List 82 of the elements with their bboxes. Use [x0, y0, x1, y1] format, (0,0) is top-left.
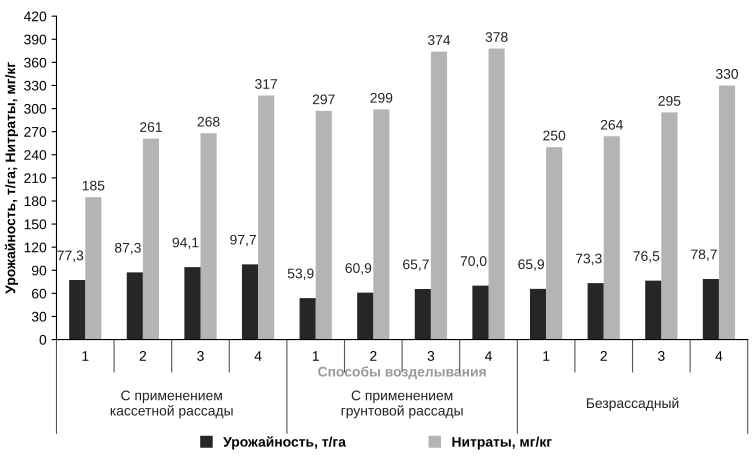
- data-label: 374: [428, 35, 450, 45]
- y-tick-label: 90: [32, 266, 46, 276]
- y-tick-label: 120: [24, 242, 46, 252]
- bar: [316, 110, 332, 340]
- bar: [661, 112, 678, 340]
- bar: [373, 109, 390, 340]
- x-tick-label: 2: [140, 351, 146, 361]
- x-tick-label: 4: [254, 351, 262, 361]
- x-tick-label: 3: [658, 351, 665, 361]
- data-label: 297: [312, 94, 335, 104]
- y-tick-label: 150: [24, 219, 46, 230]
- legend-label: Нитраты, мг/кг: [452, 436, 552, 450]
- bar: [414, 288, 431, 340]
- bar: [142, 138, 160, 340]
- x-axis-title: Способы возделывания: [318, 366, 486, 380]
- data-label: 317: [255, 79, 278, 89]
- text: С применением кассетной рассады: [110, 390, 233, 418]
- data-label: 65,7: [403, 259, 429, 271]
- x-tick-label: 3: [428, 351, 434, 361]
- data-label: 65,9: [518, 259, 544, 271]
- bar: [85, 197, 102, 340]
- bar: [645, 280, 662, 340]
- y-tick-label: 180: [24, 196, 46, 206]
- bar: [69, 280, 86, 340]
- data-label: 264: [600, 120, 623, 130]
- data-label: 378: [486, 32, 508, 42]
- text: С применением грунтовой рассады: [342, 390, 463, 418]
- data-label: 261: [140, 122, 162, 132]
- y-axis-title: Урожайность, т/га; Нитраты, мг/кг: [4, 62, 18, 294]
- data-label: 268: [198, 116, 220, 127]
- bar: [357, 292, 374, 340]
- bar: [488, 48, 505, 340]
- y-tick-label: 270: [24, 127, 46, 137]
- bar: [258, 95, 274, 340]
- x-tick-label: 2: [600, 351, 607, 361]
- y-tick-label: 420: [24, 12, 46, 22]
- bar: [472, 286, 489, 340]
- bar: [546, 147, 562, 340]
- x-tick-label: 3: [197, 351, 204, 361]
- y-tick-label: 210: [24, 173, 46, 184]
- bar: [430, 52, 448, 340]
- bar: [184, 267, 200, 340]
- data-label: 330: [716, 69, 738, 79]
- legend-label: Урожайность, т/га: [223, 436, 346, 450]
- data-label: 299: [370, 92, 392, 103]
- data-label: 97,7: [230, 234, 256, 246]
- data-label: 185: [82, 180, 104, 191]
- bar: [530, 288, 546, 340]
- bar: [604, 136, 620, 340]
- bar: [242, 264, 258, 340]
- x-tick-label: 1: [543, 351, 550, 361]
- y-tick-label: 390: [24, 34, 46, 44]
- y-tick-label: 300: [24, 104, 46, 114]
- bar: [300, 298, 316, 340]
- data-label: 87,3: [114, 242, 141, 254]
- text: Безрассадный: [586, 398, 678, 411]
- bar: [718, 85, 736, 340]
- bar: [200, 133, 217, 340]
- data-label: 78,7: [691, 249, 717, 261]
- data-label: 73,3: [576, 254, 602, 266]
- x-tick-label: 4: [715, 351, 722, 361]
- bar: [702, 278, 719, 340]
- data-label: 60,9: [346, 263, 372, 275]
- x-tick-label: 1: [82, 351, 88, 361]
- x-tick-label: 1: [312, 351, 319, 361]
- y-tick-label: 60: [32, 288, 46, 299]
- y-tick-label: 330: [24, 80, 46, 91]
- y-tick-label: 30: [32, 312, 46, 322]
- x-tick-label: 2: [370, 351, 376, 361]
- bar: [588, 283, 604, 340]
- bar: [126, 272, 143, 340]
- y-tick-label: 0: [40, 334, 46, 345]
- data-label: 250: [543, 130, 566, 140]
- y-tick-label: 360: [24, 58, 46, 68]
- data-label: 53,9: [288, 268, 314, 280]
- data-label: 70,0: [460, 256, 487, 268]
- x-tick-label: 4: [484, 351, 492, 361]
- y-tick-label: 240: [24, 150, 46, 160]
- data-label: 94,1: [172, 238, 198, 250]
- data-label: 76,5: [634, 251, 660, 263]
- data-label: 295: [658, 96, 680, 106]
- data-label: 77,3: [57, 250, 84, 262]
